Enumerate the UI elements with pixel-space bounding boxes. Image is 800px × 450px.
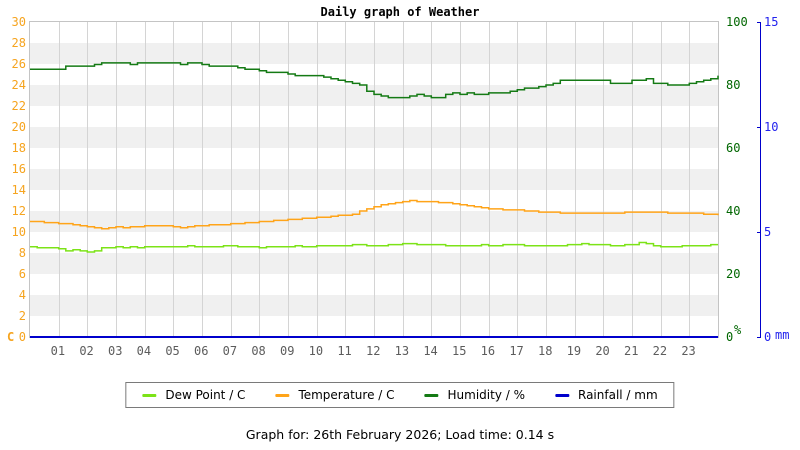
left-axis-tick-24: 24 <box>11 78 26 92</box>
humidity-axis-tick-60: 60 <box>726 141 741 155</box>
x-axis-tick-22: 22 <box>652 344 668 358</box>
footer-caption: Graph for: 26th February 2026; Load time… <box>245 427 555 442</box>
left-axis-tick-14: 14 <box>11 183 26 197</box>
left-axis-tick-30: 30 <box>11 15 26 29</box>
legend-item-0: Dew Point / C <box>142 388 245 402</box>
rain-axis-tickmark-15 <box>757 22 761 23</box>
left-axis-tick-20: 20 <box>11 120 26 134</box>
x-axis-tick-17: 17 <box>509 344 524 358</box>
humidity-axis-tick-20: 20 <box>726 267 741 281</box>
series-temperature <box>30 199 719 230</box>
rain-axis-tickmark-5 <box>757 232 761 233</box>
humidity-axis-tick-80: 80 <box>726 78 741 92</box>
x-axis-tick-23: 23 <box>681 344 696 358</box>
left-axis-tick-8: 8 <box>18 246 26 260</box>
x-axis-tick-06: 06 <box>194 344 209 358</box>
legend-swatch-icon <box>424 393 439 397</box>
x-axis-tick-02: 02 <box>79 344 94 358</box>
humidity-axis-unit: % <box>734 323 742 337</box>
x-axis-tick-03: 03 <box>108 344 123 358</box>
left-axis-unit: C <box>7 330 15 344</box>
left-axis-tick-22: 22 <box>11 99 26 113</box>
left-axis-tick-6: 6 <box>18 267 26 281</box>
legend-box: Dew Point / C Temperature / C Humidity / %… <box>125 382 675 408</box>
legend-item-1: Temperature / C <box>275 388 395 402</box>
legend-label: Dew Point / C <box>165 388 246 402</box>
humidity-axis-tick-100: 100 <box>726 15 748 29</box>
x-axis-tick-15: 15 <box>452 344 467 358</box>
plot-area <box>29 21 719 338</box>
x-axis-tick-21: 21 <box>624 344 639 358</box>
left-axis-tick-10: 10 <box>11 225 26 239</box>
humidity-axis-tick-0: 0 <box>726 330 734 344</box>
x-axis-tick-12: 12 <box>366 344 381 358</box>
legend-label: Temperature / C <box>298 388 395 402</box>
x-axis-tick-14: 14 <box>423 344 438 358</box>
x-axis-tick-09: 09 <box>280 344 295 358</box>
legend-label: Humidity / % <box>447 388 525 402</box>
rain-axis-tickmark-10 <box>757 127 761 128</box>
rain-axis-tick-5: 5 <box>764 225 772 239</box>
x-axis-tick-11: 11 <box>337 344 352 358</box>
left-axis-tick-0: 0 <box>18 330 26 344</box>
series-dew <box>30 241 718 253</box>
x-axis-tick-07: 07 <box>222 344 238 358</box>
legend-label: Rainfall / mm <box>578 388 658 402</box>
x-axis-tick-16: 16 <box>480 344 496 358</box>
series-humidity <box>30 62 719 99</box>
chart-canvas <box>30 22 719 338</box>
legend-item-3: Rainfall / mm <box>555 388 658 402</box>
x-axis-tick-08: 08 <box>251 344 266 358</box>
x-axis-tick-19: 19 <box>566 344 582 358</box>
left-axis-tick-2: 2 <box>18 309 26 323</box>
x-axis-tick-01: 01 <box>50 344 66 358</box>
rain-axis-line <box>760 22 761 337</box>
x-axis-tick-04: 04 <box>136 344 152 358</box>
rain-axis-tick-15: 15 <box>764 15 779 29</box>
legend-swatch-icon <box>142 393 157 397</box>
left-axis-tick-12: 12 <box>11 204 26 218</box>
humidity-axis-tick-40: 40 <box>726 204 741 218</box>
left-axis-tick-4: 4 <box>18 288 26 302</box>
x-axis-tick-20: 20 <box>595 344 610 358</box>
legend-swatch-icon <box>275 393 290 397</box>
legend-item-2: Humidity / % <box>424 388 525 402</box>
left-axis-tick-28: 28 <box>11 36 26 50</box>
rain-axis-unit: mm <box>775 328 790 342</box>
x-axis-tick-05: 05 <box>165 344 180 358</box>
rain-axis-tick-10: 10 <box>764 120 779 134</box>
rain-axis-tickmark-0 <box>757 337 761 338</box>
x-axis-tick-13: 13 <box>394 344 410 358</box>
left-axis-tick-26: 26 <box>11 57 26 71</box>
legend-swatch-icon <box>555 393 569 397</box>
left-axis-tick-18: 18 <box>11 141 26 155</box>
chart-title: Daily graph of Weather <box>320 5 480 19</box>
rain-axis-tick-0: 0 <box>764 330 772 344</box>
x-axis-tick-10: 10 <box>308 344 324 358</box>
left-axis-tick-16: 16 <box>11 162 26 176</box>
x-axis-tick-18: 18 <box>538 344 553 358</box>
